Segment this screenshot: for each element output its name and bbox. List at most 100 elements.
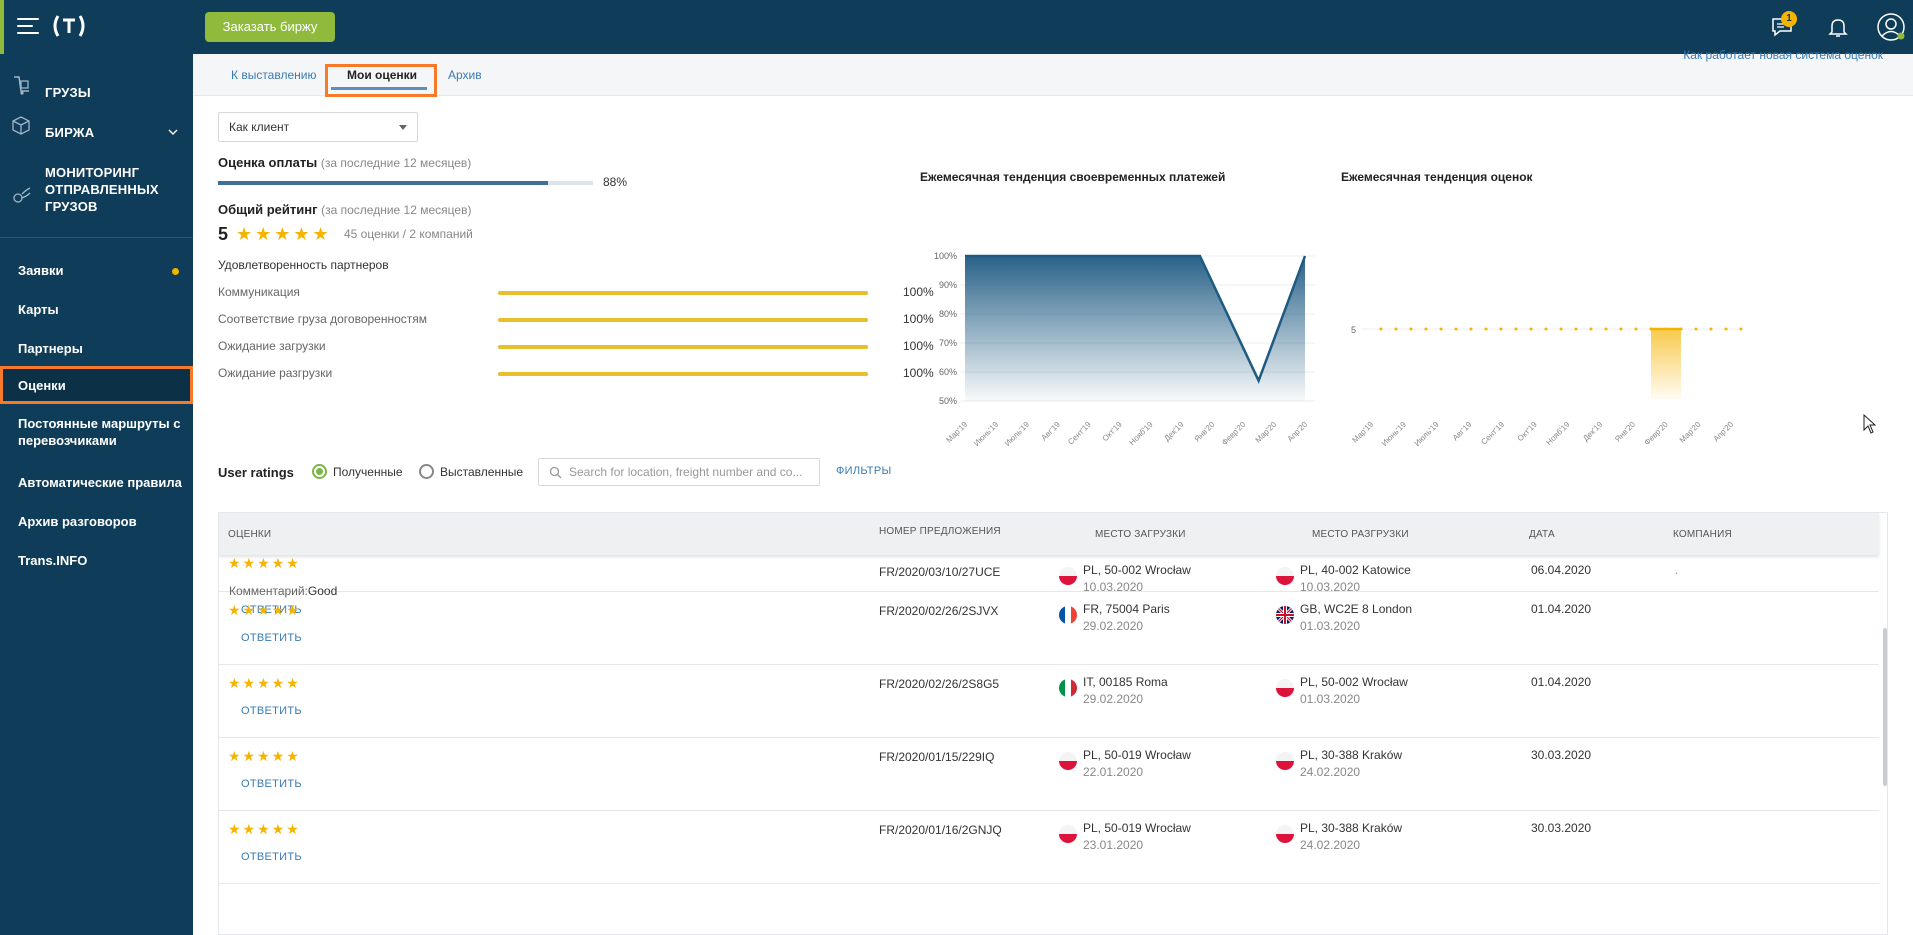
series-line [965, 254, 1307, 384]
data-point [1634, 327, 1638, 331]
reply-link[interactable]: ОТВЕТИТЬ [241, 632, 302, 644]
y-tick-label: 60% [939, 367, 957, 377]
data-point [1499, 327, 1503, 331]
role-select[interactable]: Как клиент [218, 112, 418, 142]
sidebar-item-maps[interactable]: Карты [0, 298, 193, 322]
flag-pl-icon [1059, 825, 1077, 843]
offer-number[interactable]: FR/2020/01/16/2GNJQ [879, 823, 1002, 837]
column-date[interactable]: ДАТА [1529, 529, 1555, 540]
mouse-cursor-icon [1863, 414, 1877, 434]
rating-date: 01.04.2020 [1531, 675, 1592, 689]
tab-my-ratings[interactable]: Мои оценки [347, 68, 418, 82]
sidebar-item-monitoring[interactable]: МОНИТОРИНГ ОТПРАВЛЕННЫХ ГРУЗОВ [0, 164, 193, 226]
loading-place: FR, 75004 Paris 29.02.2020 [1083, 602, 1170, 633]
sidebar-item-label: Партнеры [18, 341, 83, 356]
unloading-date: 24.02.2020 [1300, 838, 1361, 852]
satisfaction-bar-fill [498, 345, 868, 349]
unloading-date: 24.02.2020 [1300, 765, 1361, 779]
ratings-table: ★★★★★ Комментарий:Good ОТВЕТИТЬ FR/2020/03/… [218, 512, 1888, 935]
sidebar-item-chat-archive[interactable]: Архив разговоров [0, 510, 193, 534]
main-content: К выставлению Мои оценки Архив Как работ… [193, 48, 1913, 935]
rating-stars: ★★★★★ [228, 821, 301, 837]
menu-icon[interactable] [17, 18, 39, 34]
table-header: ОЦЕНКИ НОМЕР ПРЕДЛОЖЕНИЯ МЕСТО ЗАГРУЗКИ … [219, 513, 1879, 555]
table-scrollbar[interactable] [1883, 628, 1887, 786]
data-point [1709, 327, 1713, 331]
data-point [1604, 327, 1608, 331]
x-tick-label: Июль'19 [1413, 419, 1442, 448]
offer-number[interactable]: FR/2020/01/15/229IQ [879, 750, 995, 764]
satisfaction-bar-fill [498, 291, 868, 295]
flag-pl-icon [1276, 567, 1294, 585]
user-avatar-icon[interactable] [1876, 12, 1906, 42]
tab-to-issue[interactable]: К выставлению [231, 68, 317, 82]
logo[interactable] [50, 12, 88, 40]
cargo-icon [14, 76, 29, 95]
reply-link[interactable]: ОТВЕТИТЬ [241, 778, 302, 790]
ratings-search[interactable] [538, 458, 820, 486]
offer-number[interactable]: FR/2020/03/10/27UCE [879, 565, 1001, 579]
column-loading[interactable]: МЕСТО ЗАГРУЗКИ [1095, 529, 1186, 540]
search-input[interactable] [569, 463, 813, 481]
data-point [1559, 327, 1563, 331]
chevron-down-icon[interactable] [168, 128, 178, 136]
sidebar-divider [0, 237, 193, 238]
flag-pl-icon [1059, 567, 1077, 585]
satisfaction-row: Коммуникация 100% [218, 285, 934, 301]
data-point [1544, 327, 1548, 331]
reply-link[interactable]: ОТВЕТИТЬ [241, 705, 302, 717]
sidebar-item-requests[interactable]: Заявки [0, 259, 193, 283]
company-name[interactable]: . [1675, 563, 1679, 577]
flag-fr-icon [1059, 606, 1077, 624]
sidebar-item-label: Заявки [18, 263, 64, 278]
loading-date: 22.01.2020 [1083, 765, 1144, 779]
satisfaction-title: Удовлетворенность партнеров [218, 258, 389, 272]
notification-dot [172, 268, 179, 275]
order-exchange-button[interactable]: Заказать биржу [205, 12, 335, 42]
column-offer[interactable]: НОМЕР ПРЕДЛОЖЕНИЯ [879, 526, 1001, 537]
x-tick-label: Сент'19 [1479, 419, 1506, 446]
sidebar-item-routes[interactable]: Постоянные маршруты с перевозчиками [0, 415, 193, 451]
column-company[interactable]: КОМПАНИЯ [1673, 529, 1732, 540]
satisfaction-row: Соответствие груза договоренностям 100% [218, 312, 934, 328]
x-tick-label: Июнь'19 [1380, 419, 1409, 448]
payment-percent: 88% [603, 175, 628, 189]
box-icon [12, 116, 30, 135]
unloading-place-name: PL, 40-002 Katowice [1300, 563, 1411, 577]
payment-title-text: Оценка оплаты [218, 155, 318, 170]
sidebar-item-ratings[interactable]: Оценки [0, 366, 193, 404]
x-tick-label: Окт'19 [1101, 419, 1125, 443]
sidebar-item-exchange[interactable]: БИРЖА [0, 112, 193, 152]
overall-period: (за последние 12 месяцев) [321, 203, 472, 217]
satisfaction-percent: 100% [903, 312, 934, 326]
reply-link[interactable]: ОТВЕТИТЬ [241, 604, 302, 616]
howto-link[interactable]: Как работает новая система оценок [1683, 48, 1883, 62]
data-point [1409, 327, 1413, 331]
y-tick-label: 5 [1351, 325, 1356, 335]
sidebar-item-auto-rules[interactable]: Автоматические правила [0, 471, 193, 495]
rating-date: 30.03.2020 [1531, 748, 1592, 762]
sidebar-item-partners[interactable]: Партнеры [0, 337, 193, 361]
x-tick-label: Мар'19 [944, 419, 969, 444]
x-tick-label: Нояб'19 [1544, 419, 1572, 447]
offer-number[interactable]: FR/2020/02/26/2S8G5 [879, 677, 1000, 691]
active-tab-indicator [331, 87, 427, 90]
column-unloading[interactable]: МЕСТО РАЗГРУЗКИ [1312, 529, 1409, 540]
offer-number[interactable]: FR/2020/02/26/2SJVX [879, 604, 999, 618]
x-tick-label: Янв'20 [1193, 419, 1217, 443]
sidebar-item-transinfo[interactable]: Trans.INFO [0, 549, 193, 573]
reply-link[interactable]: ОТВЕТИТЬ [241, 851, 302, 863]
tab-archive[interactable]: Архив [448, 68, 482, 82]
loading-place-name: PL, 50-002 Wrocław [1083, 563, 1191, 577]
column-ratings[interactable]: ОЦЕНКИ [228, 529, 272, 540]
rating-date: 30.03.2020 [1531, 821, 1592, 835]
x-tick-label: Дек'19 [1581, 419, 1605, 443]
sidebar-item-cargo[interactable]: ГРУЗЫ [0, 72, 193, 112]
overall-title-text: Общий рейтинг [218, 202, 318, 217]
flag-pl-icon [1276, 752, 1294, 770]
filters-link[interactable]: ФИЛЬТРЫ [836, 465, 892, 477]
data-point [1424, 327, 1428, 331]
bell-icon[interactable] [1826, 15, 1850, 39]
sidebar-item-label: Карты [18, 302, 59, 317]
loading-date: 29.02.2020 [1083, 692, 1144, 706]
